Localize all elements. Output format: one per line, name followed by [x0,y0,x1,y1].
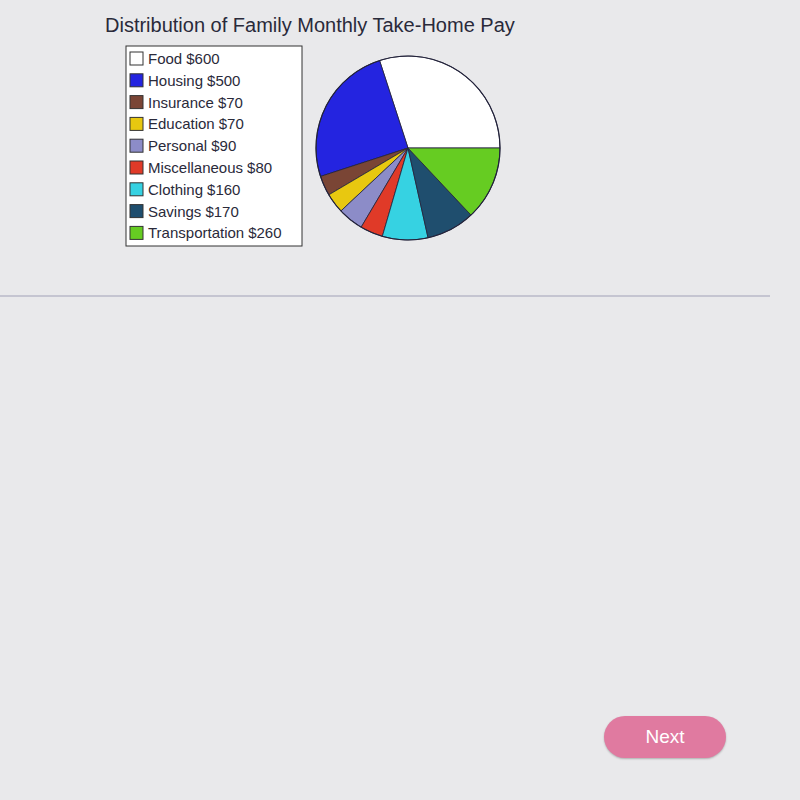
legend-swatch [130,139,143,152]
legend-swatch [130,74,143,87]
legend-value: $500 [207,72,240,89]
legend-entry: Food$600 [130,50,220,67]
legend-value: $80 [247,159,272,176]
legend-value: $600 [186,50,219,67]
legend-swatch [130,52,143,65]
legend-label: Housing$500 [148,72,240,89]
legend-entry: Insurance$70 [130,94,243,111]
legend-label: Insurance$70 [148,94,243,111]
legend-label: Education$70 [148,115,244,132]
legend-swatch [130,205,143,218]
legend-entry: Personal$90 [130,137,236,154]
legend-entry: Savings$170 [130,203,239,220]
legend-swatch [130,226,143,239]
legend-entry: Transportation$260 [130,224,282,241]
legend-category: Transportation [148,224,244,241]
legend-label: Personal$90 [148,137,236,154]
legend-entry: Clothing$160 [130,181,240,198]
pie [316,56,500,240]
legend-category: Food [148,50,182,67]
next-button[interactable]: Next [604,716,726,758]
legend: Food$600Housing$500Insurance$70Education… [126,46,302,246]
legend-category: Personal [148,137,207,154]
legend-category: Education [148,115,215,132]
legend-entry: Miscellaneous$80 [130,159,272,176]
legend-label: Clothing$160 [148,181,240,198]
legend-swatch [130,183,143,196]
legend-label: Transportation$260 [148,224,282,241]
legend-value: $90 [211,137,236,154]
legend-label: Savings$170 [148,203,239,220]
legend-label: Food$600 [148,50,220,67]
pie-slice [408,148,500,215]
legend-entry: Education$70 [130,115,244,132]
legend-swatch [130,117,143,130]
legend-value: $260 [248,224,281,241]
legend-value: $160 [207,181,240,198]
legend-entry: Housing$500 [130,72,240,89]
legend-value: $170 [205,203,238,220]
legend-label: Miscellaneous$80 [148,159,272,176]
chart-title: Distribution of Family Monthly Take-Home… [105,14,515,36]
legend-box [126,46,302,246]
legend-category: Clothing [148,181,203,198]
legend-category: Insurance [148,94,214,111]
pie-outline [316,56,500,240]
legend-value: $70 [219,115,244,132]
legend-swatch [130,96,143,109]
legend-swatch [130,161,143,174]
legend-category: Housing [148,72,203,89]
legend-category: Miscellaneous [148,159,243,176]
separator [0,295,770,297]
chart-canvas: Distribution of Family Monthly Take-Home… [0,0,800,800]
legend-category: Savings [148,203,201,220]
legend-value: $70 [218,94,243,111]
